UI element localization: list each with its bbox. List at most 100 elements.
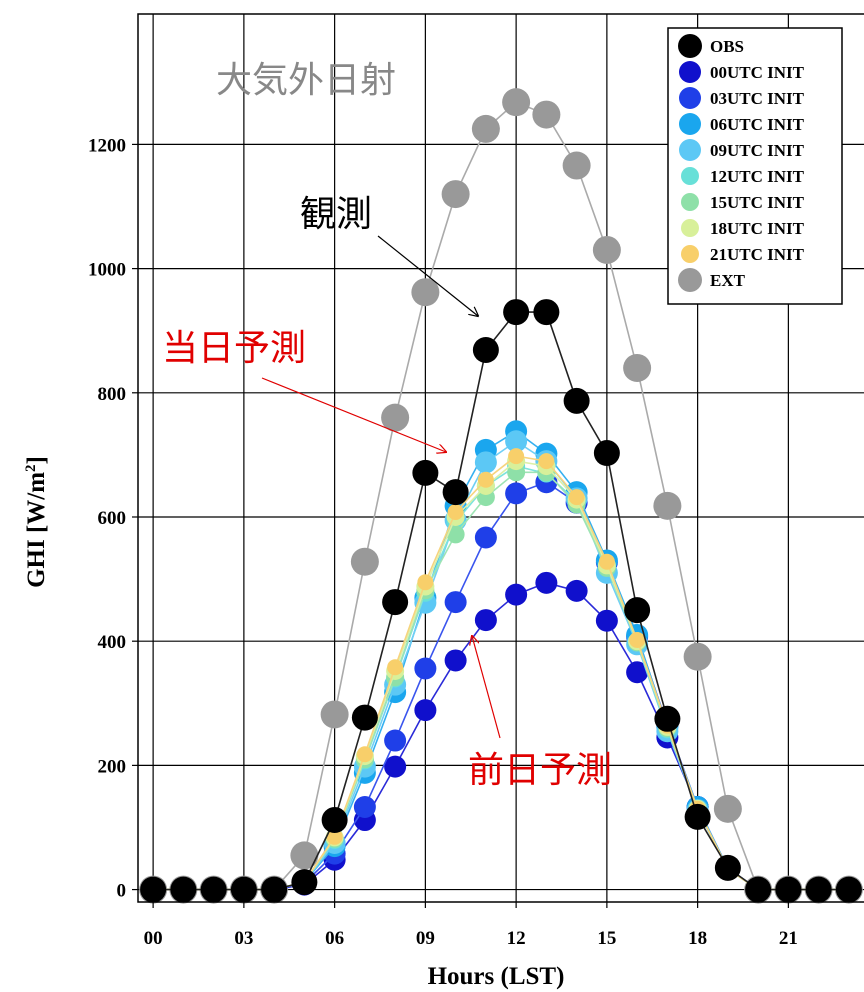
point-obs [593, 440, 620, 467]
point-03utc-init [353, 795, 376, 818]
point-obs [291, 869, 318, 896]
series-line-21utc-init [153, 455, 849, 891]
series-line-12utc-init [153, 465, 849, 891]
point-00utc-init [474, 609, 497, 632]
x-axis-title: Hours (LST) [428, 963, 565, 990]
point-09utc-init [474, 451, 497, 474]
point-00utc-init [384, 755, 407, 778]
legend-marker-ext [678, 268, 702, 292]
point-21utc-init [326, 828, 343, 845]
point-ext [713, 794, 742, 823]
legend-marker-18utc-init [681, 219, 699, 237]
x-tick-label: 00 [144, 928, 163, 949]
point-obs [533, 299, 560, 326]
point-21utc-init [477, 471, 494, 488]
legend-label-15utc-init: 15UTC INIT [710, 193, 805, 212]
legend-marker-obs [678, 34, 702, 58]
legend-label-09utc-init: 09UTC INIT [710, 141, 805, 160]
x-tick-label: 21 [779, 928, 798, 949]
point-obs [805, 876, 832, 903]
point-ext [350, 547, 379, 576]
point-21utc-init [629, 631, 646, 648]
y-axis-title-main: GHI [W/m [23, 472, 50, 588]
series-line-18utc-init [153, 460, 849, 891]
point-21utc-init [508, 448, 525, 465]
point-15utc-init [446, 525, 465, 544]
y-axis-title-sup: 2 [23, 464, 39, 472]
legend-marker-00utc-init [679, 61, 701, 83]
point-03utc-init [444, 591, 467, 614]
series-00utc-init [142, 571, 860, 901]
arrow-obs [377, 235, 478, 316]
legend-marker-06utc-init [679, 113, 701, 135]
point-00utc-init [565, 579, 588, 602]
point-09utc-init [505, 430, 528, 453]
point-00utc-init [535, 571, 558, 594]
annotation-prev-day: 前日予測 [468, 750, 612, 791]
point-ext [471, 114, 500, 143]
point-obs [654, 705, 681, 732]
legend-marker-15utc-init [681, 193, 699, 211]
point-obs [684, 803, 711, 830]
point-21utc-init [417, 574, 434, 591]
point-00utc-init [444, 649, 467, 672]
point-ext [502, 88, 531, 117]
point-ext [381, 403, 410, 432]
series-18utc-init [144, 452, 858, 899]
point-21utc-init [387, 659, 404, 676]
point-obs [745, 876, 772, 903]
x-tick-label: 09 [416, 928, 435, 949]
point-obs [412, 459, 439, 486]
y-axis-title: GHI [W/m2] [23, 456, 50, 588]
y-tick-label: 1000 [88, 260, 126, 281]
annotation-ext: 大気外日射 [216, 60, 396, 101]
point-obs [230, 876, 257, 903]
point-21utc-init [447, 504, 464, 521]
point-obs [382, 589, 409, 616]
legend-marker-21utc-init [681, 245, 699, 263]
series-line-15utc-init [153, 471, 849, 891]
series-line-obs [153, 311, 849, 891]
legend-label-21utc-init: 21UTC INIT [710, 245, 805, 264]
series-03utc-init [142, 471, 860, 901]
legend-label-12utc-init: 12UTC INIT [710, 167, 805, 186]
y-tick-label: 600 [98, 508, 127, 529]
point-obs [170, 876, 197, 903]
x-tick-label: 18 [688, 928, 707, 949]
point-ext [592, 235, 621, 264]
point-21utc-init [356, 746, 373, 763]
legend-marker-09utc-init [679, 139, 701, 161]
x-tick-label: 12 [507, 928, 526, 949]
legend: OBS 00UTC INIT 03UTC INIT 06UTC INIT 09UTC I… [667, 27, 843, 305]
point-03utc-init [414, 657, 437, 680]
series-line-06utc-init [153, 430, 849, 891]
point-ext [411, 278, 440, 307]
point-ext [532, 100, 561, 129]
arrow-prev-day [472, 636, 501, 739]
legend-label-06utc-init: 06UTC INIT [710, 115, 805, 134]
arrow-same-day [261, 377, 446, 452]
point-obs [624, 597, 651, 624]
point-03utc-init [505, 482, 528, 505]
legend-label-obs: OBS [710, 37, 744, 56]
annotation-same-day: 当日予測 [162, 328, 306, 369]
point-obs [775, 876, 802, 903]
point-ext [683, 642, 712, 671]
point-obs [261, 876, 288, 903]
point-21utc-init [538, 453, 555, 470]
y-tick-label: 200 [98, 756, 127, 777]
point-ext [290, 841, 319, 870]
point-obs [503, 299, 530, 326]
x-tick-label: 03 [234, 928, 253, 949]
series-15utc-init [144, 463, 858, 899]
point-21utc-init [568, 489, 585, 506]
point-00utc-init [505, 583, 528, 606]
point-ext [653, 491, 682, 520]
series-09utc-init [142, 430, 860, 901]
point-00utc-init [626, 661, 649, 684]
point-03utc-init [474, 526, 497, 549]
y-tick-label: 400 [98, 632, 127, 653]
y-tick-label: 0 [117, 881, 127, 902]
legend-label-18utc-init: 18UTC INIT [710, 219, 805, 238]
x-tick-label: 15 [597, 928, 616, 949]
